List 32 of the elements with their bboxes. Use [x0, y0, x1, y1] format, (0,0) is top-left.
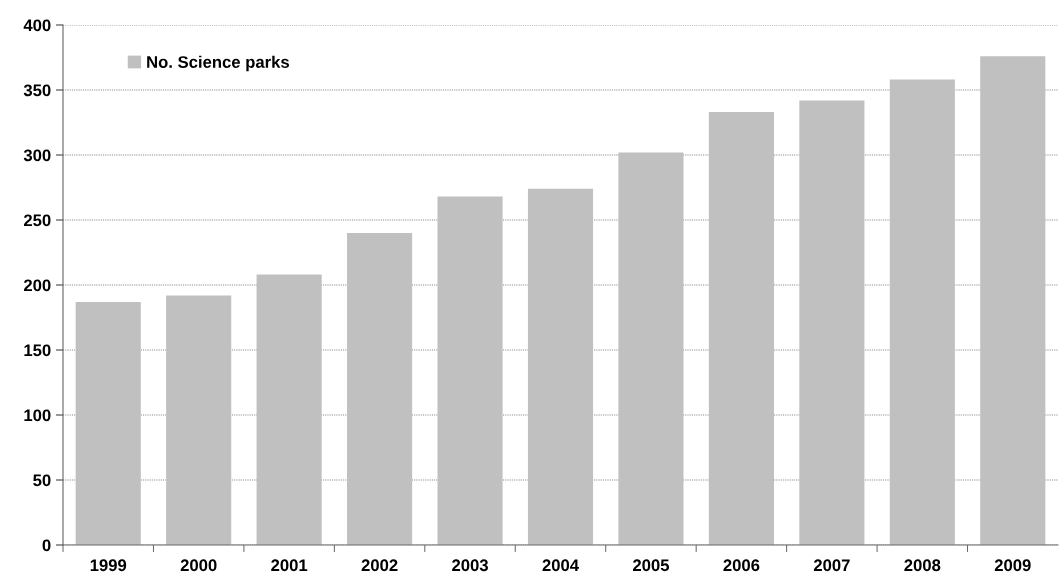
x-tick-label: 2001 [271, 559, 308, 572]
y-tick-label: 150 [24, 344, 51, 357]
bar [799, 100, 865, 545]
bar [256, 274, 322, 545]
x-tick-label: 2004 [542, 559, 579, 572]
x-tick-label: 2009 [994, 559, 1031, 572]
bar [527, 188, 594, 545]
x-tick-label: 2008 [904, 559, 941, 572]
x-tick-label: 2002 [361, 559, 398, 572]
y-tick-label: 250 [23, 214, 51, 227]
x-tick-label: 2007 [813, 559, 850, 572]
y-tick-label: 300 [23, 149, 51, 162]
y-tick-label: 350 [23, 84, 51, 97]
bar [618, 152, 684, 545]
bar [889, 79, 955, 545]
bar [980, 56, 1046, 545]
y-tick-label: 50 [33, 474, 51, 487]
bar [708, 112, 774, 545]
y-tick-label: 100 [24, 409, 51, 422]
y-tick-label: 0 [42, 539, 51, 552]
y-tick-label: 400 [23, 19, 51, 32]
y-tick-label: 200 [23, 279, 51, 292]
x-tick-label: 2003 [452, 559, 488, 572]
bar [437, 196, 503, 545]
bar [75, 301, 141, 545]
x-tick-label: 2000 [180, 559, 217, 572]
x-tick-label: 2006 [723, 559, 760, 572]
x-tick-label: 1999 [90, 559, 127, 572]
bar [347, 233, 413, 545]
x-tick-label: 2005 [633, 559, 670, 572]
bar [166, 295, 232, 545]
legend-label: No. Science parks [147, 55, 289, 72]
